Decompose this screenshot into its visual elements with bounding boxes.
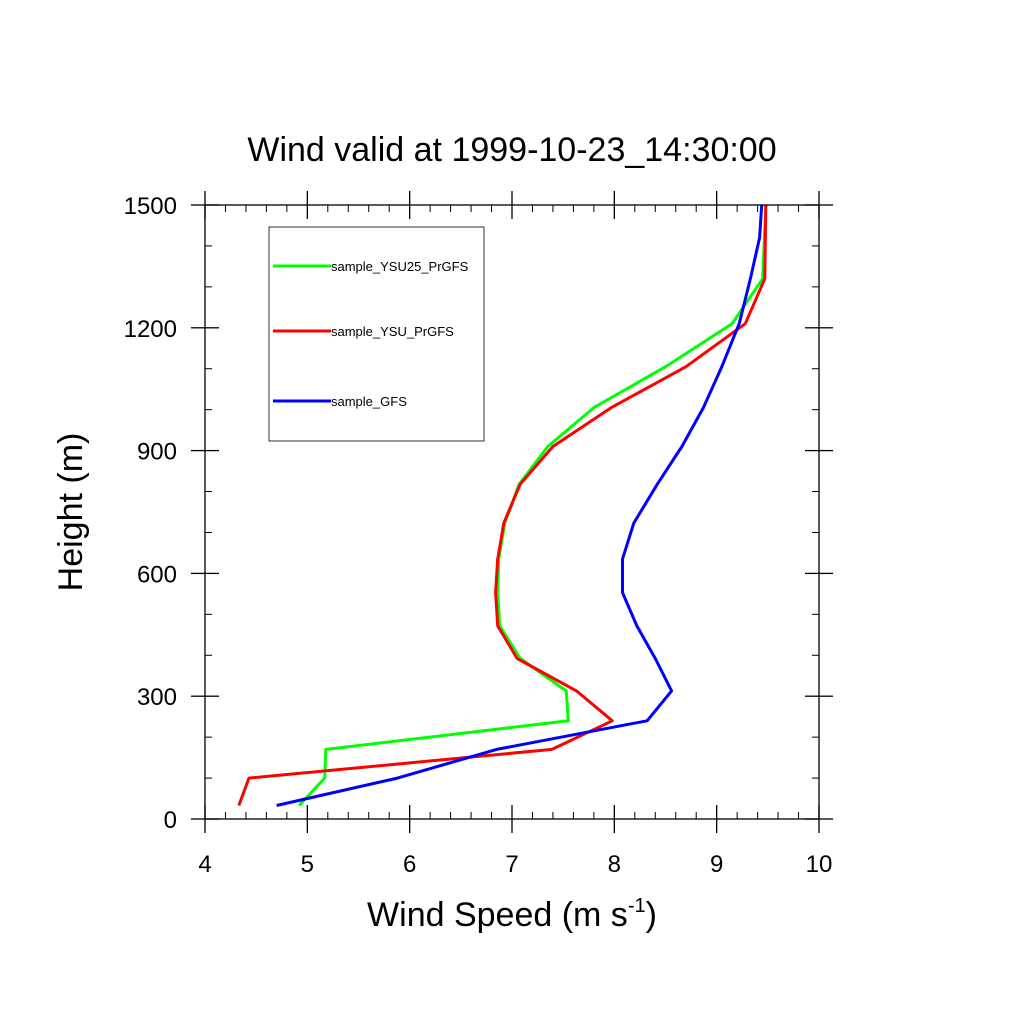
x-axis-label-close: ) (646, 896, 657, 934)
y-tick-label: 1200 (124, 316, 177, 343)
chart-title: Wind valid at 1999-10-23_14:30:00 (247, 131, 776, 169)
y-tick-label: 0 (164, 807, 177, 834)
x-tick-label: 6 (403, 851, 416, 878)
x-tick-label: 10 (806, 851, 833, 878)
legend-label-3: sample_GFS (331, 394, 407, 409)
legend: sample_YSU25_PrGFS sample_YSU_PrGFSsample… (268, 226, 485, 442)
x-tick-label: 7 (505, 851, 518, 878)
x-axis-label: Wind Speed (m s-1) (367, 895, 657, 934)
x-tick-label: 5 (301, 851, 314, 878)
x-tick-label: 9 (710, 851, 723, 878)
y-tick-label: 300 (137, 684, 177, 711)
x-tick-label: 4 (198, 851, 211, 878)
series-line-3 (276, 204, 764, 807)
plot-frame (204, 204, 820, 820)
legend-label-2: sample_YSU_PrGFS (331, 324, 454, 339)
x-axis-label-main: Wind Speed (m s (367, 896, 628, 934)
x-tick-label: 8 (608, 851, 621, 878)
plot-area: 4 5 6 7 8 9 10 0 300 600 900 1200 1500 (124, 191, 833, 878)
legend-label-1: sample_YSU25_PrGFS (331, 259, 469, 274)
y-tick-label: 1500 (124, 193, 177, 220)
legend-box (268, 226, 485, 442)
x-axis-label-superscript: -1 (628, 895, 646, 917)
y-tick-label: 600 (137, 561, 177, 588)
y-axis-label: Height (m) (52, 433, 90, 592)
y-tick-label: 900 (137, 439, 177, 466)
